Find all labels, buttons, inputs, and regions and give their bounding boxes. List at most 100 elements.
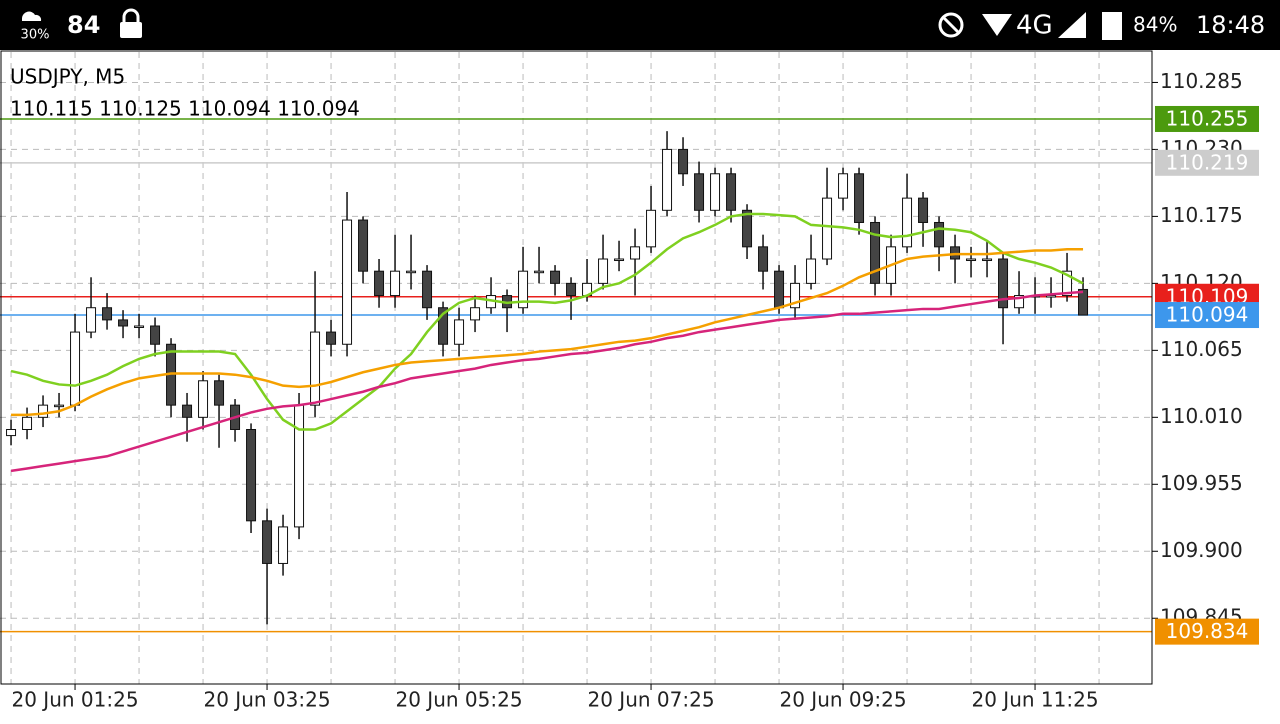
candle-body: [134, 325, 145, 328]
candle-body: [870, 221, 881, 284]
price-level-box: [1155, 149, 1259, 176]
candle-body: [742, 209, 753, 248]
y-tick-label: 110.285: [1160, 69, 1243, 93]
candle-body: [854, 173, 865, 223]
candle-body: [710, 173, 721, 211]
x-tick-label: 20 Jun 05:25: [396, 688, 523, 712]
candle-body: [406, 270, 417, 274]
candle-body: [1078, 288, 1089, 316]
moving-average: [11, 248, 1084, 417]
candle-body: [822, 197, 833, 260]
lock-icon: [120, 22, 142, 38]
x-tick-label: 20 Jun 07:25: [588, 688, 715, 712]
dnd-slash: [941, 15, 961, 35]
wifi-icon: [982, 14, 1012, 36]
candle-body: [790, 282, 801, 309]
candle-body: [246, 428, 257, 522]
candle-body: [966, 258, 977, 262]
candle-body: [326, 331, 337, 345]
candle-body: [358, 219, 369, 272]
status-bar: [0, 0, 1280, 50]
plot-frame: [0, 50, 1153, 685]
y-tick-label: 110.065: [1160, 337, 1243, 361]
candle-body: [6, 428, 17, 437]
signal-icon: [1058, 12, 1086, 38]
candle-body: [662, 148, 673, 211]
candle-body: [278, 526, 289, 564]
candle-body: [534, 270, 545, 274]
candle-body: [806, 258, 817, 284]
candle-body: [1062, 270, 1073, 297]
candle-body: [646, 209, 657, 248]
candle-body: [182, 404, 193, 418]
ohlc-label: 110.115 110.125 110.094 110.094: [10, 97, 360, 121]
candle-body: [1014, 295, 1025, 309]
candle-body: [758, 246, 769, 272]
candle-body: [54, 404, 65, 408]
candle-body: [390, 270, 401, 297]
x-tick-label: 20 Jun 03:25: [204, 688, 331, 712]
candle-body: [342, 219, 353, 345]
candle-body: [726, 173, 737, 211]
y-tick-label: 109.955: [1160, 471, 1243, 495]
candle-body: [694, 173, 705, 211]
candle-body: [902, 197, 913, 248]
candle-body: [614, 258, 625, 262]
x-tick-label: 20 Jun 11:25: [972, 688, 1099, 712]
y-tick-label: 110.175: [1160, 203, 1243, 227]
lock-shackle: [122, 8, 140, 22]
dnd-icon: [938, 12, 964, 38]
y-tick-label: 110.010: [1160, 404, 1243, 428]
candle-body: [982, 258, 993, 262]
candle-body: [86, 307, 97, 333]
candle-body: [518, 270, 529, 309]
candle-body: [438, 307, 449, 345]
candle-body: [630, 246, 641, 260]
candle-body: [422, 270, 433, 309]
network-text: 4G: [1016, 11, 1053, 41]
candle-body: [470, 307, 481, 321]
candle-body: [198, 380, 209, 418]
candle-body: [262, 520, 273, 564]
candle-body: [102, 307, 113, 321]
candle-body: [566, 282, 577, 297]
x-tick-label: 20 Jun 09:25: [780, 688, 907, 712]
moving-average: [10, 290, 1084, 473]
candle-body: [310, 331, 321, 406]
candle-body: [934, 221, 945, 248]
clock: 18:48: [1196, 11, 1265, 39]
candle-body: [294, 404, 305, 528]
battery-text: 84%: [1133, 13, 1177, 37]
price-level-label: 110.219: [1166, 150, 1249, 174]
price-level-label: 110.094: [1166, 303, 1249, 327]
price-level-box: [1155, 105, 1259, 132]
candle-body: [118, 319, 129, 327]
candle-body: [454, 319, 465, 345]
price-level-box: [1155, 618, 1259, 645]
battery-icon: [1102, 12, 1122, 40]
candle-body: [598, 258, 609, 284]
price-level-box: [1155, 302, 1259, 329]
notification-count: 84: [67, 11, 100, 39]
chart-title: USDJPY, M5: [10, 65, 125, 89]
moving-average: [10, 212, 1084, 431]
x-tick-label: 20 Jun 01:25: [12, 688, 139, 712]
candle-body: [70, 331, 81, 406]
price-level-label: 109.834: [1166, 619, 1249, 643]
candle-body: [374, 270, 385, 297]
chart: 110.285110.230110.175110.120110.065110.0…: [0, 52, 1243, 712]
candle-body: [838, 173, 849, 199]
price-level-label: 110.255: [1166, 106, 1249, 130]
candle-body: [214, 380, 225, 406]
weather-text: 30%: [21, 28, 50, 43]
candle-body: [22, 416, 33, 430]
candle-body: [678, 148, 689, 175]
candle-body: [150, 325, 161, 345]
weather-icon: [22, 11, 42, 21]
y-tick-label: 109.900: [1160, 538, 1243, 562]
candle-body: [998, 258, 1009, 309]
candle-body: [38, 404, 49, 418]
candle-body: [918, 197, 929, 223]
candle-body: [774, 270, 785, 309]
